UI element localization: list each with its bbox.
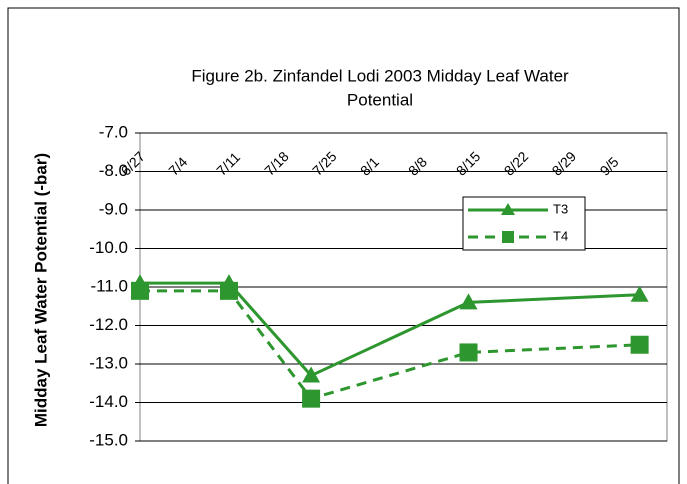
chart-title: Potential [347,90,413,109]
marker [302,366,321,383]
y-tick-label: -10.0 [89,238,128,257]
legend: T3 T4 [462,196,586,251]
marker [219,281,238,300]
legend-label: T3 [553,201,568,216]
legend-label: T4 [553,228,568,243]
y-tick-label: -7.0 [99,122,128,141]
chart-border [7,7,680,484]
legend-marker [501,203,515,215]
legend-marker [502,231,514,243]
y-tick-label: -12.0 [89,315,128,334]
y-tick-label: -11.0 [91,276,129,295]
y-tick-label: -14.0 [89,392,128,411]
marker [630,285,649,302]
marker [131,281,149,300]
y-tick-label: -15.0 [89,430,128,449]
legend-box [462,196,586,251]
chart-title: Figure 2b. Zinfandel Lodi 2003 Midday Le… [191,66,569,85]
y-tick-label: -8.0 [99,161,128,180]
y-axis-label: Midday Leaf Water Potential (-bar) [31,153,50,427]
marker [459,293,478,310]
y-tick-label: -9.0 [99,199,128,218]
marker [302,389,321,408]
marker [630,335,649,354]
y-tick-label: -13.0 [89,353,128,372]
marker [459,343,478,362]
